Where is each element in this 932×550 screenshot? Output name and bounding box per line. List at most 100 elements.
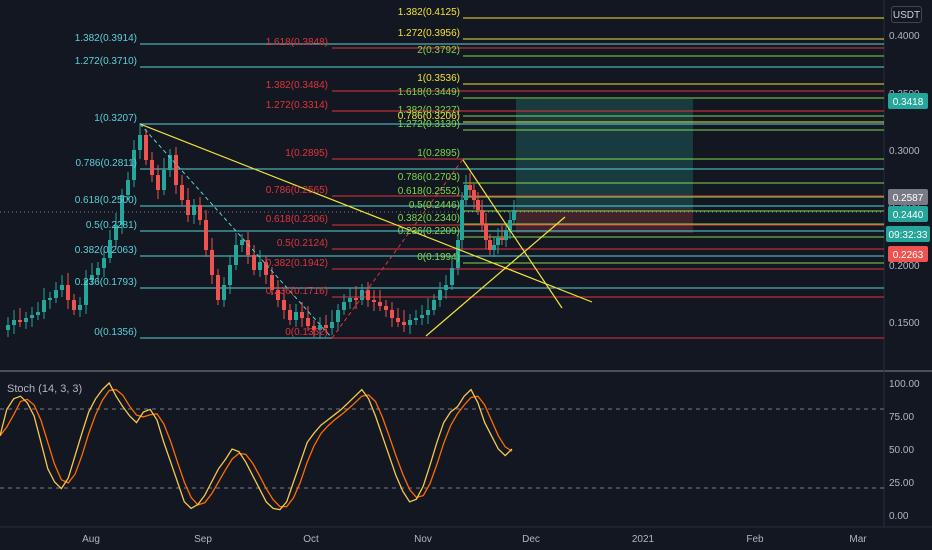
fib-label-red: 0.236(0.1716) xyxy=(266,286,328,297)
time-label: Dec xyxy=(522,534,540,545)
fib-label-red: 1.272(0.3314) xyxy=(266,100,328,111)
stop-zone[interactable] xyxy=(516,209,693,233)
stoch-k-line[interactable] xyxy=(0,381,513,511)
fib-label-cyan: 0.236(0.1793) xyxy=(75,277,137,288)
candle-body xyxy=(318,325,322,330)
price-badge[interactable] xyxy=(886,226,930,242)
trendline-ascending[interactable] xyxy=(425,216,566,337)
fib-label-red: 0.618(0.2306) xyxy=(266,214,328,225)
fib-label-cyan: 1(0.3207) xyxy=(94,113,137,124)
candle-body xyxy=(426,310,430,315)
candle-body xyxy=(192,205,196,215)
fib-label-green: 0.382(0.2340) xyxy=(398,213,460,224)
time-label: Mar xyxy=(849,534,867,545)
candle-body xyxy=(66,285,70,300)
candle-body xyxy=(390,310,394,318)
candle-body xyxy=(420,315,424,318)
candle-body xyxy=(180,185,184,200)
candle-body xyxy=(264,262,268,275)
candle-body xyxy=(488,240,492,250)
candle-body xyxy=(464,185,468,200)
fib-label-green: 0.5(0.2446) xyxy=(409,200,460,211)
price-tick: 0.4000 xyxy=(889,31,920,42)
candle-body xyxy=(258,262,262,270)
candle-body xyxy=(336,310,340,322)
candle-body xyxy=(492,245,496,250)
stoch-d-line[interactable] xyxy=(0,388,513,508)
target-zone[interactable] xyxy=(516,99,693,209)
candle-body xyxy=(460,200,464,240)
price-badge[interactable] xyxy=(888,93,928,109)
time-label: Nov xyxy=(414,534,432,545)
candle-body xyxy=(414,318,418,320)
price-badge[interactable] xyxy=(888,206,928,222)
currency-badge[interactable]: USDT xyxy=(891,6,922,23)
price-badge-text: 0.2263 xyxy=(893,250,924,261)
candle-body xyxy=(84,280,88,305)
candle-body xyxy=(438,290,442,300)
fib-label-cyan: 0.786(0.2811) xyxy=(75,158,137,169)
candle-body xyxy=(78,305,82,310)
stoch-title[interactable]: Stoch (14, 3, 3) xyxy=(7,383,82,395)
price-badge[interactable] xyxy=(888,189,928,205)
candle-body xyxy=(348,298,352,302)
candle-body xyxy=(240,240,244,245)
fib-label-green: 0.236(0.2209) xyxy=(398,226,460,237)
candle-body xyxy=(508,220,512,230)
candle-body xyxy=(36,312,40,315)
candle-body xyxy=(30,315,34,318)
candle-body xyxy=(484,225,488,240)
price-badge-text: 0.2440 xyxy=(893,210,924,221)
candle-body xyxy=(246,240,250,255)
candle-body xyxy=(156,175,160,190)
candle-body xyxy=(72,300,76,310)
candle-body xyxy=(150,160,154,175)
candle-body xyxy=(108,240,112,258)
candle-body xyxy=(384,306,388,310)
candle-body xyxy=(496,238,500,245)
candle-body xyxy=(174,155,178,185)
candle-body xyxy=(444,285,448,290)
candle-body xyxy=(288,310,292,320)
stoch-tick: 100.00 xyxy=(889,379,920,390)
price-badge-text: 0.2587 xyxy=(893,193,924,204)
candle-body xyxy=(144,135,148,160)
candle-body xyxy=(138,135,142,150)
candle-body xyxy=(342,302,346,310)
candle-body xyxy=(282,300,286,310)
candle-body xyxy=(372,300,376,302)
candle-body xyxy=(306,318,310,326)
candle-body xyxy=(512,210,516,220)
stoch-tick: 0.00 xyxy=(889,511,909,522)
candle-body xyxy=(500,238,504,240)
candle-body xyxy=(300,312,304,318)
candle-body xyxy=(216,275,220,300)
candle-body xyxy=(432,300,436,310)
fib-label-red: 0.5(0.2124) xyxy=(277,238,328,249)
candle-body xyxy=(48,298,52,300)
fib-label-cyan: 1.272(0.3710) xyxy=(75,56,137,67)
trendline-descending[interactable] xyxy=(139,123,593,303)
candle-body xyxy=(402,322,406,325)
candle-body xyxy=(60,285,64,290)
candle-body xyxy=(222,285,226,300)
candle-body xyxy=(450,268,454,285)
candle-body xyxy=(396,318,400,322)
time-label: Feb xyxy=(746,534,764,545)
fib-trend-cyan xyxy=(139,123,333,339)
candle-body xyxy=(294,312,298,320)
candle-body xyxy=(120,195,124,225)
candle-body xyxy=(210,250,214,275)
fib-label-cyan: 0(0.1356) xyxy=(94,327,137,338)
price-badge[interactable] xyxy=(888,246,928,262)
fib-label-red: 0(0.1352) xyxy=(285,327,328,338)
trendline-projection[interactable] xyxy=(462,159,563,309)
fib-label-green: 1.618(0.3449) xyxy=(398,87,460,98)
candle-body xyxy=(102,258,106,268)
price-tick: 0.2000 xyxy=(889,261,920,272)
candle-body xyxy=(6,325,10,330)
fib-label-cyan: 0.382(0.2063) xyxy=(75,245,137,256)
candle-body xyxy=(312,326,316,330)
price-badge-text: 0.3418 xyxy=(893,97,924,108)
